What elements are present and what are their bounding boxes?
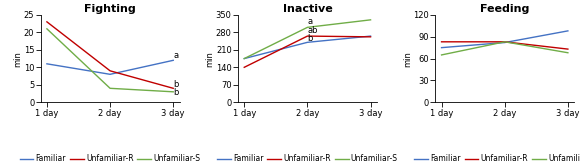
Legend: Familiar, Unfamiliar-R, Unfamiliar-S: Familiar, Unfamiliar-R, Unfamiliar-S bbox=[20, 154, 201, 163]
Text: b: b bbox=[173, 80, 179, 89]
Title: Feeding: Feeding bbox=[480, 4, 530, 14]
Title: Fighting: Fighting bbox=[84, 4, 136, 14]
Text: b: b bbox=[307, 34, 313, 43]
Y-axis label: min: min bbox=[205, 51, 215, 66]
Y-axis label: min: min bbox=[13, 51, 23, 66]
Text: a: a bbox=[307, 17, 313, 26]
Text: a: a bbox=[173, 51, 179, 60]
Y-axis label: min: min bbox=[403, 51, 412, 66]
Legend: Familiar, Unfamiliar-R, Unfamiliar-S: Familiar, Unfamiliar-R, Unfamiliar-S bbox=[414, 154, 580, 163]
Title: Inactive: Inactive bbox=[282, 4, 332, 14]
Text: ab: ab bbox=[307, 26, 318, 35]
Legend: Familiar, Unfamiliar-R, Unfamiliar-S: Familiar, Unfamiliar-R, Unfamiliar-S bbox=[217, 154, 398, 163]
Text: b: b bbox=[173, 88, 179, 97]
